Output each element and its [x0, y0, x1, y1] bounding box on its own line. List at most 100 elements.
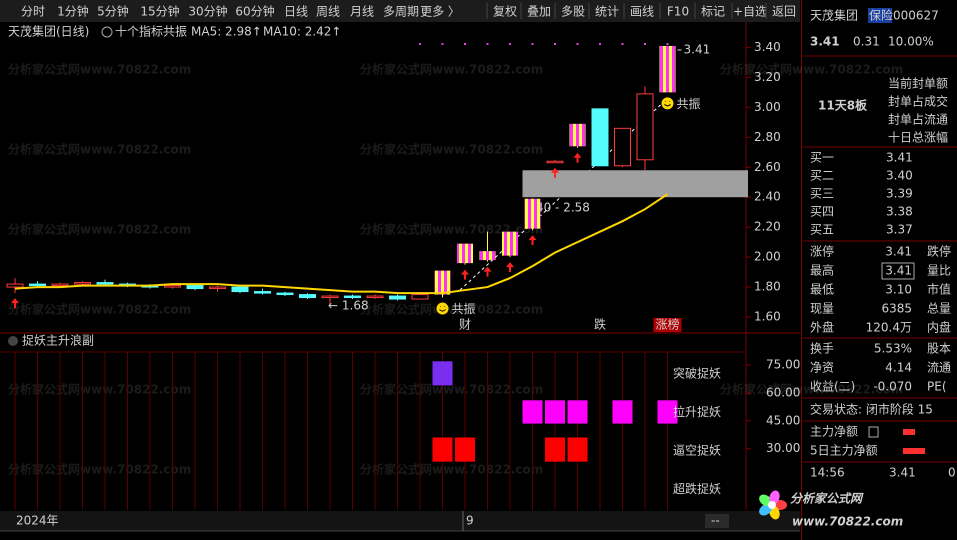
candle-body: [254, 291, 271, 294]
high-label: 3.41: [684, 42, 711, 56]
y-tick-label: 2.60: [754, 160, 781, 174]
stat-side: 跌停: [927, 244, 951, 259]
smiley-face: [439, 306, 446, 312]
up-arrow: [461, 269, 469, 280]
candle-body: [479, 251, 496, 261]
period-tab[interactable]: 30分钟: [188, 4, 227, 19]
bid-price: 3.37: [886, 223, 913, 237]
y-tick-label: 1.60: [754, 310, 781, 324]
watermark: 分析家公式网www.70822.com: [8, 382, 191, 397]
signal-block: [522, 400, 543, 424]
period-tab[interactable]: 15分钟: [140, 4, 179, 19]
up-arrow: [483, 266, 492, 277]
candle-body: [389, 295, 406, 300]
stat-label: 净资: [810, 361, 834, 375]
signal-label: 拉升捉妖: [673, 404, 721, 419]
stat-label: 换手: [810, 342, 834, 356]
signal-dot: [441, 43, 444, 45]
stat-value: 4.14: [885, 361, 912, 375]
tool-button[interactable]: 复权: [493, 5, 517, 19]
y-tick-label: 3.40: [754, 40, 781, 54]
badge-bg: [868, 8, 892, 23]
tool-button[interactable]: 统计: [595, 5, 619, 19]
signal-dot: [666, 43, 669, 45]
up-arrow: [506, 262, 514, 273]
up-arrow: [551, 167, 559, 178]
period-tab[interactable]: 分时: [21, 5, 45, 19]
watermark: 分析家公式网www.70822.com: [360, 62, 543, 77]
signal-block: [432, 361, 453, 386]
fund-bar: [903, 448, 925, 454]
candle-body: [569, 123, 586, 147]
watermark: 分析家公式网www.70822.com: [360, 142, 543, 157]
stat-value: 6385: [881, 302, 912, 316]
watermark: 分析家公式网www.70822.com: [8, 222, 191, 237]
tick-volume: 0: [948, 466, 956, 480]
period-tab[interactable]: 60分钟: [235, 4, 274, 19]
tool-button[interactable]: F10: [667, 5, 689, 19]
ma-label: MA10: 2.42↑: [263, 25, 341, 39]
stock-badge: 保险: [869, 8, 893, 23]
signal-dot: [621, 43, 624, 45]
candle-body: [29, 283, 46, 287]
period-tab[interactable]: 日线: [284, 5, 308, 19]
watermark: 分析家公式网www.70822.com: [8, 462, 191, 477]
price: 3.41: [810, 35, 840, 49]
candle-body: [546, 160, 564, 164]
ma10-line: [14, 193, 669, 295]
signal-block: [545, 437, 565, 462]
stat-label: 外盘: [810, 320, 834, 335]
bid-price: 3.38: [886, 205, 913, 219]
period-tab[interactable]: 更多 〉: [420, 5, 460, 19]
signal-dot: [419, 43, 421, 45]
candle-body: [659, 45, 676, 93]
stat-side: 流通: [927, 361, 951, 375]
period-tab[interactable]: 1分钟: [57, 4, 89, 19]
limit-info: 当前封单额: [888, 76, 948, 91]
candle-body: [231, 286, 249, 293]
tool-button[interactable]: 多股: [561, 5, 585, 19]
bid-label: 买五: [810, 223, 834, 237]
period-tab[interactable]: 多周期: [383, 5, 419, 19]
logo-url: www.70822.com: [792, 515, 903, 529]
bid-price: 3.40: [886, 169, 913, 183]
candle-body: [636, 93, 654, 161]
sub-title: 捉妖主升浪副: [22, 333, 94, 348]
bid-label: 买一: [810, 151, 834, 165]
limit-info: 封单占成交: [888, 94, 948, 109]
signal-block: [432, 437, 453, 462]
signal-block: [545, 400, 565, 424]
period-tab[interactable]: 月线: [350, 5, 374, 19]
trade-status: 交易状态: 闭市阶段 15: [810, 402, 933, 417]
tool-button[interactable]: 画线: [630, 5, 654, 19]
up-arrow: [573, 152, 582, 163]
stat-label: 涨停: [810, 244, 834, 259]
tool-button[interactable]: 叠加: [527, 5, 551, 19]
fund-icon: [868, 426, 879, 438]
watermark: 分析家公式网www.70822.com: [8, 142, 191, 157]
limit-info: 十日总涨幅: [888, 130, 948, 145]
stat-side: PE(: [927, 380, 947, 394]
tool-button[interactable]: +自选: [733, 5, 767, 19]
y-tick-label: 1.80: [754, 280, 781, 294]
candle-body: [186, 285, 204, 290]
signal-dot: [554, 43, 556, 45]
candle-body: [96, 282, 114, 285]
period-tab[interactable]: 5分钟: [97, 4, 129, 19]
watermark: 分析家公式网www.70822.com: [360, 302, 543, 317]
sub-icon: [8, 336, 18, 346]
tool-button[interactable]: 返回: [772, 5, 796, 19]
candle-body: [51, 283, 69, 287]
stat-label: 最低: [810, 283, 834, 297]
stat-label: 收益(二): [810, 380, 855, 394]
bid-label: 买四: [810, 205, 834, 219]
tool-button[interactable]: 标记: [701, 5, 725, 19]
trend-line: [459, 97, 669, 291]
stat-side: 市值: [927, 282, 951, 297]
stat-value: 5.53%: [874, 342, 912, 356]
period-tab[interactable]: 周线: [316, 5, 340, 19]
chart-title: 天茂集团(日线): [8, 24, 89, 39]
scroll-label: --: [711, 514, 720, 528]
scroll-button[interactable]: [705, 514, 729, 528]
y-tick-label: 30.00: [766, 441, 800, 455]
